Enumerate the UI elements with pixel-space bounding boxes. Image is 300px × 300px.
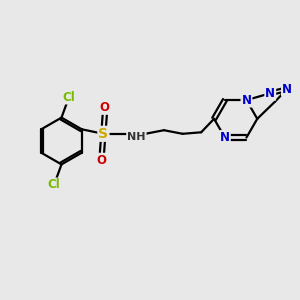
Text: O: O xyxy=(100,101,110,114)
Text: O: O xyxy=(97,154,107,167)
Text: N: N xyxy=(265,87,275,100)
Text: Cl: Cl xyxy=(48,178,60,191)
Text: N: N xyxy=(242,94,251,106)
Text: NH: NH xyxy=(127,132,146,142)
Text: Cl: Cl xyxy=(63,91,75,103)
Text: N: N xyxy=(220,131,230,144)
Text: N: N xyxy=(282,83,292,96)
Text: S: S xyxy=(98,127,108,141)
